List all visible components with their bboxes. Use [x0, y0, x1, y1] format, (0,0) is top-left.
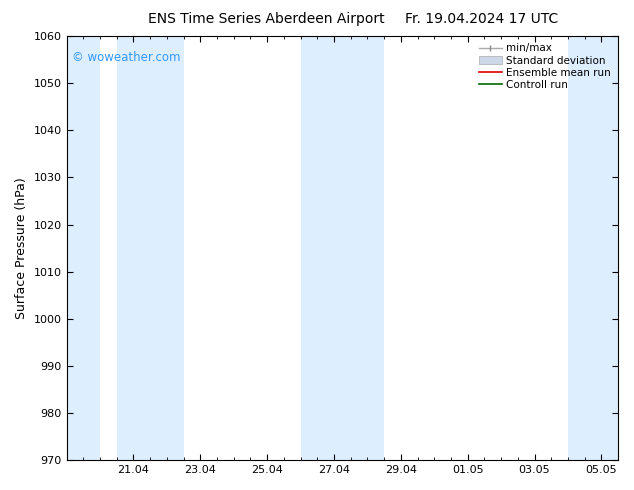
Text: ENS Time Series Aberdeen Airport: ENS Time Series Aberdeen Airport [148, 12, 385, 26]
Bar [301, 36, 384, 460]
Bar [568, 36, 618, 460]
Y-axis label: Surface Pressure (hPa): Surface Pressure (hPa) [15, 177, 28, 319]
Text: © woweather.com: © woweather.com [72, 51, 181, 64]
Text: Fr. 19.04.2024 17 UTC: Fr. 19.04.2024 17 UTC [405, 12, 559, 26]
Bar [67, 36, 100, 460]
Bar [117, 36, 183, 460]
Legend: min/max, Standard deviation, Ensemble mean run, Controll run: min/max, Standard deviation, Ensemble me… [477, 41, 613, 92]
